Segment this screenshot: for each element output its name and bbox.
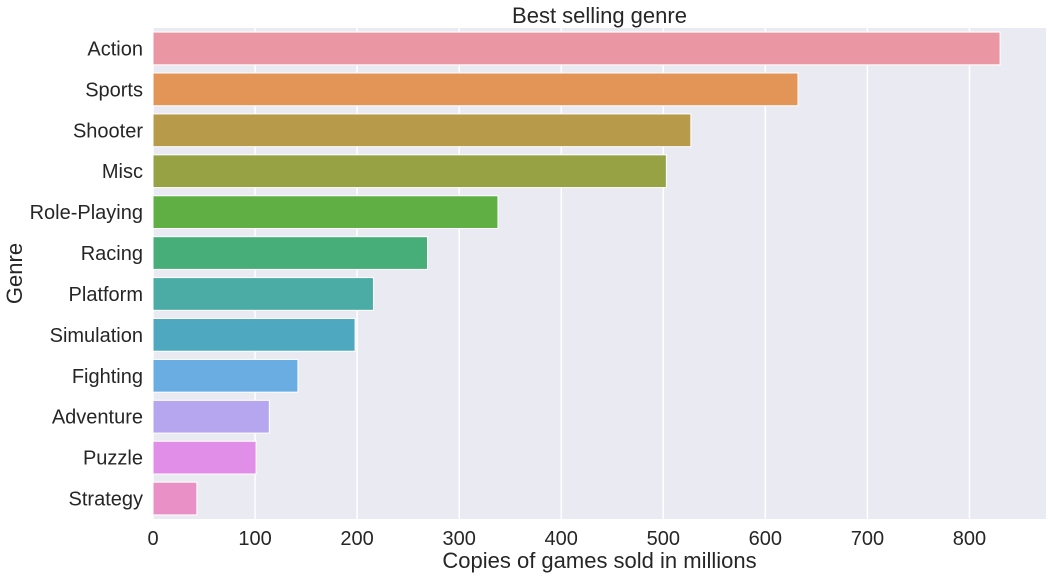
bar-action xyxy=(152,31,1001,66)
bar-fighting xyxy=(152,358,299,393)
bar-shooter xyxy=(152,113,692,148)
bar-misc xyxy=(152,154,667,189)
x-tick-label: 0 xyxy=(147,528,158,550)
bar-sports xyxy=(152,72,799,107)
y-tick-label: Fighting xyxy=(72,366,143,388)
bar-simulation xyxy=(152,318,356,352)
y-tick-label: Simulation xyxy=(50,325,143,347)
bar-platform xyxy=(152,277,374,311)
y-tick-label: Misc xyxy=(102,161,143,183)
x-tick-label: 500 xyxy=(647,528,680,550)
plot-area xyxy=(153,28,1046,519)
chart-title: Best selling genre xyxy=(512,3,687,28)
x-tick-label: 100 xyxy=(238,528,271,550)
y-tick-label: Sports xyxy=(85,79,143,101)
y-tick-label: Racing xyxy=(81,243,143,265)
bar-role-playing xyxy=(152,195,499,229)
x-tick-label: 600 xyxy=(749,528,782,550)
bar-adventure xyxy=(152,399,270,434)
bar-puzzle xyxy=(152,440,257,475)
x-axis-label: Copies of games sold in millions xyxy=(442,548,756,573)
y-tick-label: Platform xyxy=(69,284,143,306)
y-axis-label: Genre xyxy=(2,243,27,304)
y-tick-label: Strategy xyxy=(69,489,143,511)
y-tick-label: Adventure xyxy=(52,407,143,429)
bar-strategy xyxy=(152,481,198,516)
bar-racing xyxy=(152,236,429,270)
x-tick-label: 300 xyxy=(442,528,475,550)
bars xyxy=(152,31,1001,516)
y-tick-label: Puzzle xyxy=(83,448,143,470)
x-tick-label: 800 xyxy=(953,528,986,550)
x-tick-label: 400 xyxy=(545,528,578,550)
y-tick-label: Role-Playing xyxy=(30,202,143,224)
y-tick-label: Action xyxy=(87,38,143,60)
y-tick-label: Shooter xyxy=(73,120,143,142)
y-tick-labels: Action Sports Shooter Misc Role-Playing Racin… xyxy=(30,38,144,510)
x-tick-label: 200 xyxy=(340,528,373,550)
grid-lines xyxy=(152,28,971,519)
x-tick-label: 700 xyxy=(851,528,884,550)
x-tick-labels: 0 100 200 300 400 500 600 700 800 xyxy=(147,528,986,550)
